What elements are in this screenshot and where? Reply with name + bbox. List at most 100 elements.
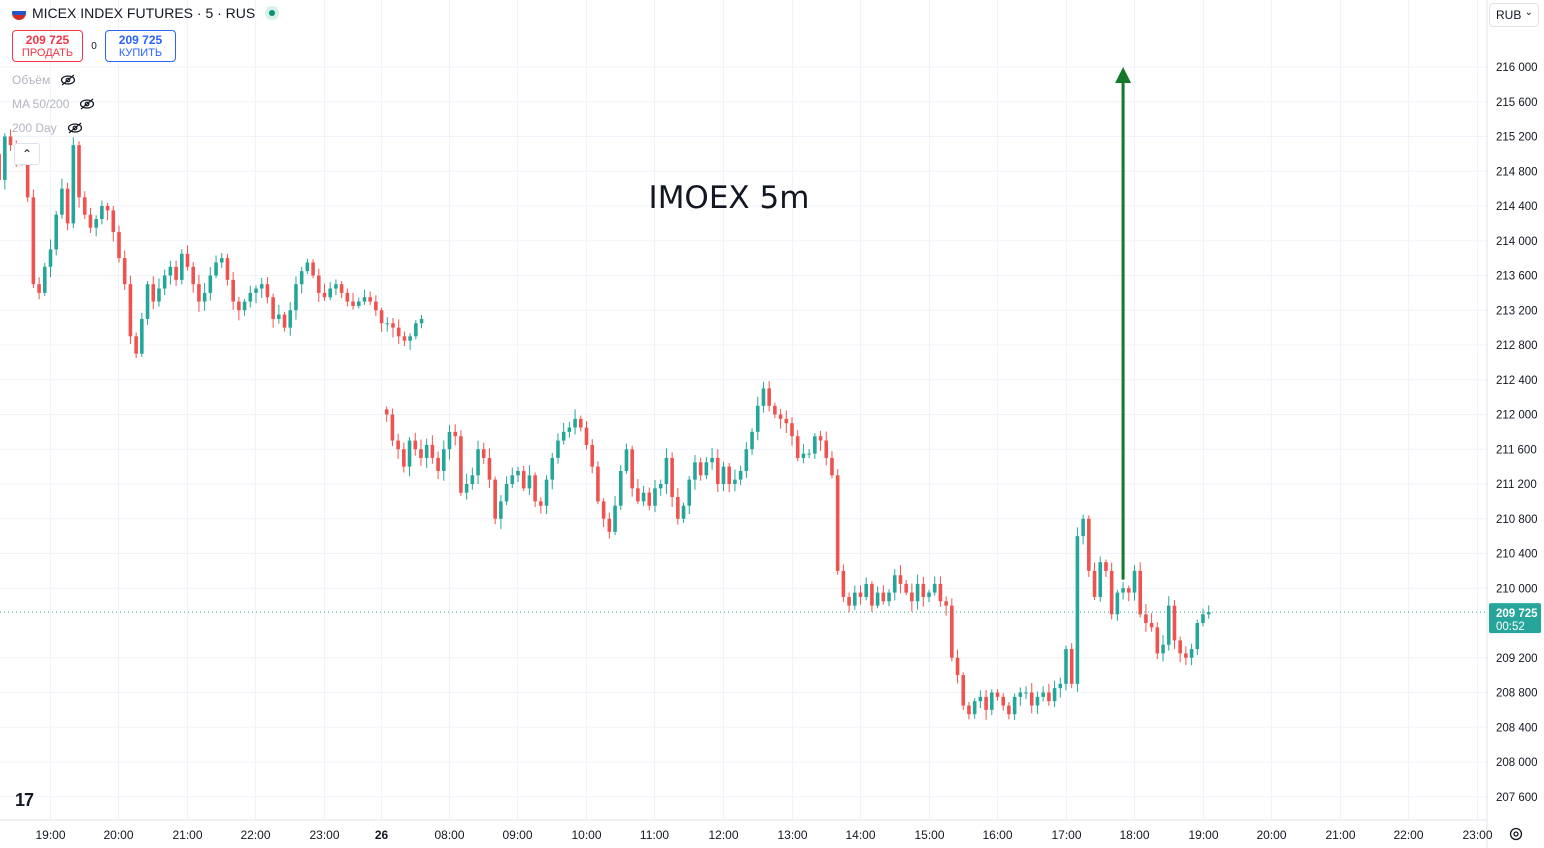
candle[interactable] [162,269,167,296]
candle[interactable] [140,312,144,357]
candle[interactable] [157,278,161,307]
candle[interactable] [197,274,201,312]
candle[interactable] [624,443,629,474]
candle[interactable] [870,581,874,613]
candle[interactable] [419,314,424,329]
candle[interactable] [533,472,537,508]
candle[interactable] [664,448,669,495]
candle[interactable] [521,465,526,492]
candle[interactable] [214,255,218,279]
candle[interactable] [122,250,127,290]
candle[interactable] [607,512,612,539]
candle[interactable] [561,422,566,445]
candle[interactable] [77,141,81,208]
candle[interactable] [550,452,555,490]
indicator-200-day[interactable]: 200 Day [12,121,83,135]
candle[interactable] [459,430,463,496]
candle[interactable] [658,479,663,496]
candle[interactable] [813,433,817,459]
candle[interactable] [316,268,321,302]
candle[interactable] [687,476,692,514]
candle[interactable] [864,577,869,601]
candle[interactable] [202,283,207,311]
candle[interactable] [881,585,886,605]
candle[interactable] [676,488,680,525]
candle[interactable] [761,381,766,413]
candle[interactable] [590,439,595,474]
sell-button[interactable]: 209 725 ПРОДАТЬ [12,30,83,62]
candle[interactable] [841,564,846,602]
candle[interactable] [1075,527,1080,692]
candle[interactable] [698,457,703,481]
candle[interactable] [932,576,937,596]
candle[interactable] [641,485,646,507]
candle[interactable] [48,239,53,278]
candle[interactable] [37,277,41,300]
candle[interactable] [1029,682,1034,714]
candle[interactable] [402,331,407,347]
candle[interactable] [618,465,623,511]
candle[interactable] [556,433,560,464]
candle[interactable] [750,428,754,455]
candle[interactable] [339,281,344,299]
candle[interactable] [904,579,908,596]
candle[interactable] [322,283,327,301]
eye-hidden-icon[interactable] [67,122,83,134]
candle[interactable] [887,589,891,607]
candle[interactable] [259,278,264,298]
candle[interactable] [773,402,777,419]
candle[interactable] [613,496,617,536]
candle[interactable] [265,276,270,304]
candle[interactable] [237,296,241,321]
indicator-volume[interactable]: Объём [12,73,76,87]
candle[interactable] [436,451,440,480]
candle[interactable] [578,415,583,432]
candle[interactable] [71,137,76,229]
candle[interactable] [362,289,367,305]
candle[interactable] [476,440,480,485]
candle[interactable] [430,435,435,464]
candle[interactable] [1092,562,1097,601]
candle[interactable] [1109,562,1114,620]
candle[interactable] [647,487,652,511]
candle[interactable] [892,569,897,601]
candle[interactable] [481,442,486,465]
candle[interactable] [441,440,446,481]
candle[interactable] [504,476,509,506]
candle[interactable] [601,498,606,528]
candle[interactable] [710,448,714,470]
candle[interactable] [8,129,13,152]
candle[interactable] [174,260,178,286]
candle[interactable] [1047,683,1051,706]
candle[interactable] [299,266,304,294]
candle[interactable] [1126,585,1131,602]
candle[interactable] [539,497,543,514]
candle[interactable] [111,205,116,242]
candle[interactable] [1161,635,1165,662]
candle[interactable] [875,586,880,609]
candle[interactable] [42,262,47,296]
candle[interactable] [767,381,771,412]
candle[interactable] [447,425,452,460]
candle[interactable] [134,332,138,359]
candle[interactable] [681,502,686,524]
indicator-ma[interactable]: MA 50/200 [12,97,95,111]
candle[interactable] [778,408,783,429]
candle[interactable] [424,438,429,469]
candle[interactable] [544,475,549,515]
candle[interactable] [670,452,674,508]
candle[interactable] [1058,677,1063,698]
candle[interactable] [254,285,258,304]
candle[interactable] [1155,622,1160,660]
candle[interactable] [1064,645,1068,691]
candle[interactable] [414,320,418,340]
candle[interactable] [1144,604,1148,632]
tradingview-logo[interactable]: 17 [15,790,34,810]
candle[interactable] [1087,515,1091,578]
candle[interactable] [995,689,1000,701]
candle[interactable] [3,133,7,190]
candle[interactable] [1184,646,1188,665]
candle[interactable] [573,409,577,435]
candle[interactable] [345,288,350,307]
